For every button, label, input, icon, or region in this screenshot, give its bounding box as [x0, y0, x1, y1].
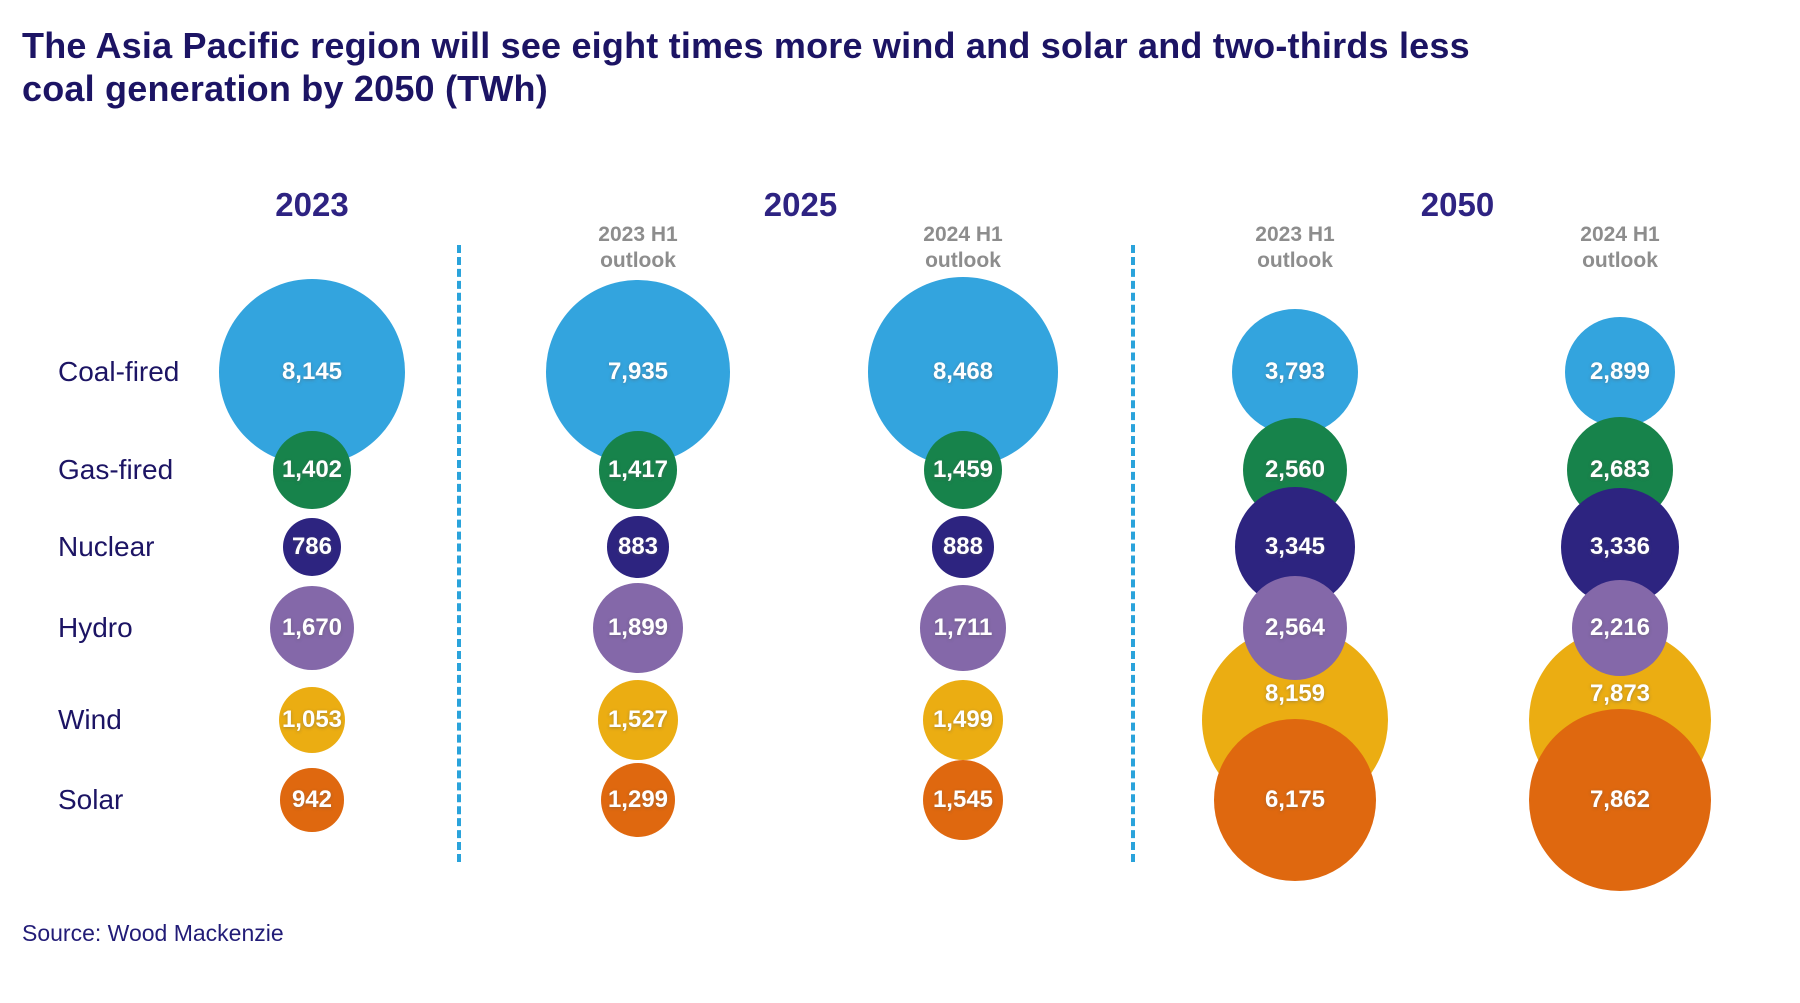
bubble-solar-col4: 6,175	[1214, 719, 1376, 881]
bubble-value-label: 2,560	[1264, 455, 1326, 483]
outlook-header-line: outlook	[925, 249, 1001, 272]
outlook-header-line: 2024 H1	[923, 223, 1003, 246]
bubble-hydro-col1: 1,670	[269, 585, 355, 671]
bubble-hydro-col2: 1,899	[593, 583, 683, 673]
outlook-header-line: outlook	[1257, 249, 1333, 272]
bubble-value-label: 1,527	[607, 705, 669, 733]
bubble-gas-fired-col3: 1,459	[923, 430, 1003, 510]
row-label-wind: Wind	[58, 704, 122, 735]
bubble-solar-col3: 1,545	[922, 759, 1004, 841]
outlook-header-2050-2023-h1: 2023 H1 outlook	[1255, 222, 1334, 274]
bubble-value-label: 8,145	[281, 357, 343, 385]
group-header-2025: 2025	[763, 186, 838, 223]
bubble-value-label: 1,899	[607, 613, 669, 641]
bubble-value-label: 2,564	[1264, 613, 1326, 641]
outlook-header-line: 2023 H1	[598, 223, 678, 246]
outlook-header-2050-2024-h1: 2024 H1 outlook	[1580, 222, 1659, 274]
bubble-value-label: 2,216	[1589, 613, 1651, 641]
bubble-value-label: 786	[291, 532, 332, 560]
bubble-nuclear-col2: 883	[607, 516, 669, 578]
bubble-nuclear-col3: 888	[932, 516, 994, 578]
bubble-value-label: 3,345	[1264, 532, 1326, 560]
bubble-value-label: 3,336	[1589, 532, 1651, 560]
bubble-gas-fired-col2: 1,417	[599, 431, 677, 509]
outlook-header-line: outlook	[600, 249, 676, 272]
row-label-nuclear: Nuclear	[58, 531, 155, 562]
bubble-value-label: 8,468	[932, 357, 994, 385]
outlook-header-line: outlook	[1582, 249, 1658, 272]
source-note: Source: Wood Mackenzie	[22, 920, 284, 946]
bubble-solar-col5: 7,862	[1528, 708, 1712, 892]
bubble-value-label: 2,899	[1589, 357, 1651, 385]
bubble-gas-fired-col1: 1,402	[273, 431, 351, 509]
bubble-coal-fired-col5: 2,899	[1564, 316, 1676, 428]
outlook-header-2025-2023-h1: 2023 H1 outlook	[598, 222, 677, 274]
bubble-nuclear-col1: 786	[283, 518, 341, 576]
row-label-hydro: Hydro	[58, 612, 133, 643]
outlook-header-line: 2023 H1	[1255, 223, 1335, 246]
bubble-value-label: 1,711	[933, 613, 993, 641]
bubble-value-label: 1,402	[281, 455, 343, 483]
bubble-value-label: 1,670	[281, 613, 343, 641]
row-label-solar: Solar	[58, 784, 124, 815]
row-label-coal-fired: Coal-fired	[58, 356, 180, 387]
group-header-2023: 2023	[275, 186, 349, 223]
bubble-hydro-col4: 2,564	[1242, 575, 1348, 681]
bubble-value-label: 1,299	[607, 785, 669, 813]
bubble-value-label: 7,873	[1589, 679, 1651, 707]
bubble-wind-col3: 1,499	[923, 680, 1003, 760]
group-separator-1	[457, 245, 461, 862]
bubble-value-label: 3,793	[1264, 357, 1326, 385]
group-header-2050: 2050	[1420, 186, 1495, 223]
group-separator-2	[1131, 245, 1135, 862]
chart-title: The Asia Pacific region will see eight t…	[22, 25, 1470, 110]
bubble-hydro-col5: 2,216	[1571, 579, 1669, 677]
bubble-value-label: 7,935	[607, 357, 669, 385]
bubble-wind-col1: 1,053	[278, 686, 346, 754]
bubble-value-label: 1,459	[932, 455, 994, 483]
bubble-solar-col2: 1,299	[600, 762, 676, 838]
bubble-wind-col2: 1,527	[597, 679, 679, 761]
bubble-value-label: 1,053	[281, 705, 343, 733]
bubble-gas-fired-col5: 2,683	[1566, 416, 1674, 524]
bubble-value-label: 883	[617, 532, 659, 560]
bubble-value-label: 1,417	[607, 455, 669, 483]
bubble-value-label: 8,159	[1264, 679, 1326, 707]
bubble-coal-fired-col4: 3,793	[1231, 308, 1359, 436]
bubble-value-label: 7,862	[1589, 785, 1651, 813]
bubble-value-label: 1,545	[932, 785, 994, 813]
bubble-hydro-col3: 1,711	[920, 585, 1006, 671]
bubble-value-label: 2,683	[1589, 455, 1651, 483]
bubble-solar-col1: 942	[280, 768, 344, 832]
bubble-value-label: 942	[291, 785, 332, 813]
bubble-value-label: 6,175	[1264, 785, 1326, 813]
bubble-value-label: 1,499	[932, 705, 994, 733]
bubble-value-label: 888	[942, 532, 983, 560]
outlook-header-2025-2024-h1: 2024 H1 outlook	[923, 222, 1002, 274]
row-label-gas-fired: Gas-fired	[58, 454, 174, 485]
outlook-header-line: 2024 H1	[1580, 223, 1660, 246]
